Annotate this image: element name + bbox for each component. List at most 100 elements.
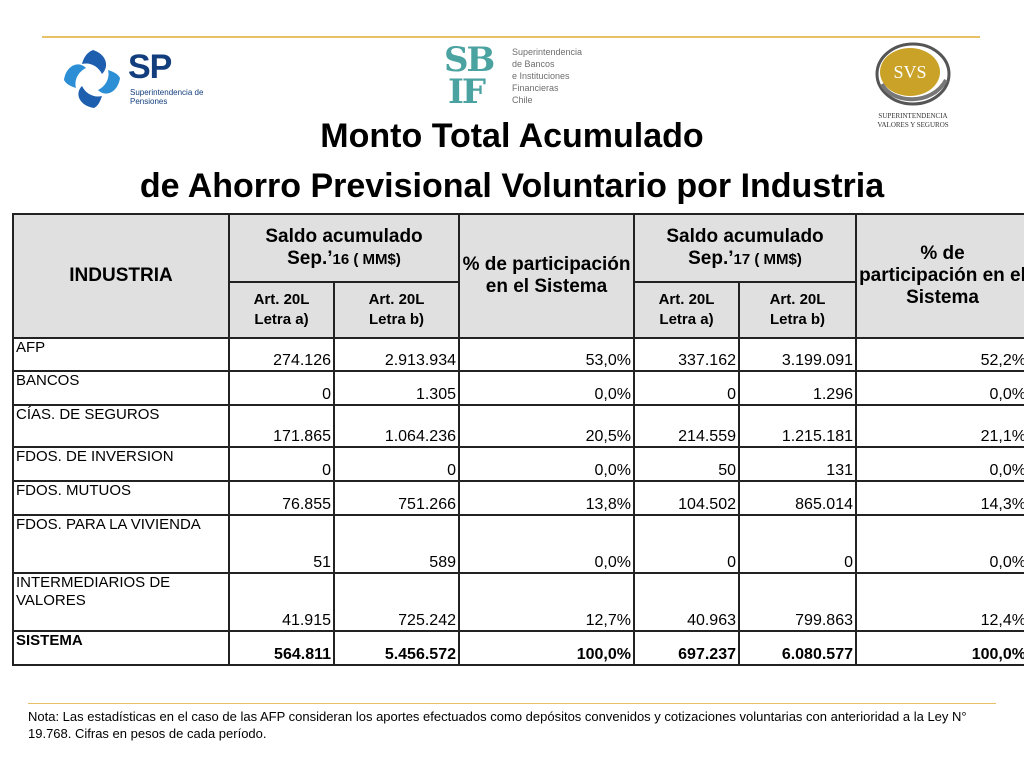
sp-logo-line1: Superintendencia de [130, 88, 204, 97]
header-saldo-16-sep: Sep.’ [287, 247, 333, 269]
cell-a17: 104.502 [633, 480, 740, 516]
svs-emblem-icon: SVS [875, 42, 951, 106]
row-industry: INTERMEDIARIOS DE VALORES [12, 572, 230, 632]
cell-p16: 100,0% [458, 630, 635, 666]
cell-a16: 76.855 [228, 480, 335, 516]
cell-a17: 0 [633, 370, 740, 406]
svs-logo: SVS SUPERINTENDENCIA VALORES Y SEGUROS [868, 40, 958, 130]
cell-a16: 0 [228, 370, 335, 406]
row-industry: SISTEMA [12, 630, 230, 666]
cell-a17: 697.237 [633, 630, 740, 666]
row-industry: CÍAS. DE SEGUROS [12, 404, 230, 448]
row-industry: AFP [12, 337, 230, 372]
cell-p17: 12,4% [855, 572, 1024, 632]
row-industry: FDOS. MUTUOS [12, 480, 230, 516]
header-art-a-17: Art. 20L Letra a) [633, 281, 740, 339]
sbif-mark-bottom: IF [448, 72, 486, 112]
header-art-line2: Letra b) [769, 311, 825, 328]
cell-b17: 865.014 [738, 480, 857, 516]
table-row: INTERMEDIARIOS DE VALORES 41.915 725.242… [12, 572, 1024, 632]
sbif-line: Chile [512, 95, 533, 105]
cell-p16: 0,0% [458, 514, 635, 574]
cell-p16: 13,8% [458, 480, 635, 516]
header-saldo-16-year: 16 ( MM$) [332, 250, 401, 268]
cell-b16: 589 [333, 514, 460, 574]
header-saldo-17-year: 17 ( MM$) [733, 250, 802, 268]
svs-logo-label: SUPERINTENDENCIA VALORES Y SEGUROS [860, 112, 966, 130]
apv-table: INDUSTRIA Saldo acumulado Sep.’16 ( MM$)… [12, 213, 1024, 666]
cell-b16: 2.913.934 [333, 337, 460, 372]
cell-b16: 751.266 [333, 480, 460, 516]
cell-p16: 0,0% [458, 446, 635, 482]
header-saldo-16-line2: Sep.’16 ( MM$) [232, 248, 456, 271]
table-subheader-row: Art. 20L Letra a) Art. 20L Letra b) Art. 2… [13, 281, 1024, 339]
table-row: FDOS. MUTUOS 76.855 751.266 13,8% 104.50… [12, 480, 1024, 516]
cell-a16: 171.865 [228, 404, 335, 448]
table-row: FDOS. DE INVERSION 0 0 0,0% 50 131 0,0% [12, 446, 1024, 482]
header-industria: INDUSTRIA [12, 213, 230, 339]
header-art-line1: Art. 20L [253, 291, 310, 308]
cell-p17: 0,0% [855, 514, 1024, 574]
cell-p16: 53,0% [458, 337, 635, 372]
cell-p17: 0,0% [855, 446, 1024, 482]
svs-logo-line2: VALORES Y SEGUROS [877, 121, 949, 129]
cell-b17: 1.215.181 [738, 404, 857, 448]
cell-b16: 1.064.236 [333, 404, 460, 448]
cell-a16: 0 [228, 446, 335, 482]
svs-logo-letters: SVS [893, 62, 926, 82]
row-industry: FDOS. DE INVERSION [12, 446, 230, 482]
sp-logo-line2: Pensiones [130, 97, 168, 106]
sbif-mark: SB IF [444, 40, 495, 112]
header-art-line2: Letra a) [659, 311, 714, 328]
note-divider [28, 703, 996, 704]
header-art-line1: Art. 20L [769, 291, 826, 308]
header-pct-16: % de participación en el Sistema [458, 213, 635, 339]
cell-a17: 214.559 [633, 404, 740, 448]
sbif-line: de Bancos [512, 59, 555, 69]
header-art-line1: Art. 20L [368, 291, 425, 308]
sp-logo: SP Superintendencia de Pensiones [58, 44, 218, 114]
header-art-b-16: Art. 20L Letra b) [333, 281, 460, 339]
header-art-line1: Art. 20L [658, 291, 715, 308]
header-saldo-16-line1: Saldo acumulado [265, 225, 423, 247]
cell-b17: 799.863 [738, 572, 857, 632]
top-divider [42, 36, 980, 38]
cell-a16: 274.126 [228, 337, 335, 372]
table-total-row: SISTEMA 564.811 5.456.572 100,0% 697.237… [12, 630, 1024, 666]
sp-logo-subtitle: Superintendencia de Pensiones [130, 88, 230, 106]
table-row: FDOS. PARA LA VIVIENDA 51 589 0,0% 0 0 0… [12, 514, 1024, 574]
table-row: CÍAS. DE SEGUROS 171.865 1.064.236 20,5%… [12, 404, 1024, 448]
footnote: Nota: Las estadísticas en el caso de las… [28, 709, 967, 741]
header-saldo-17-line1: Saldo acumulado [666, 225, 824, 247]
cell-b17: 6.080.577 [738, 630, 857, 666]
sbif-logo: SB IF Superintendencia de Bancos e Insti… [444, 40, 584, 119]
sp-logo-letters: SP [128, 48, 172, 86]
cell-p17: 21,1% [855, 404, 1024, 448]
header-pct-17: % de participación en el Sistema [855, 213, 1024, 339]
cell-a16: 564.811 [228, 630, 335, 666]
sbif-mark-top: SB [444, 40, 495, 80]
cell-b16: 725.242 [333, 572, 460, 632]
table-header-row: INDUSTRIA Saldo acumulado Sep.’16 ( MM$)… [12, 213, 1024, 339]
cell-a17: 337.162 [633, 337, 740, 372]
sbif-logo-text: Superintendencia de Bancos e Institucion… [512, 46, 592, 106]
header-saldo-17-line2: Sep.’17 ( MM$) [637, 248, 853, 271]
cell-p17: 100,0% [855, 630, 1024, 666]
sbif-line: Superintendencia [512, 47, 583, 57]
cell-a17: 40.963 [633, 572, 740, 632]
sbif-line: Financieras [512, 83, 559, 93]
cell-b16: 1.305 [333, 370, 460, 406]
cell-a17: 0 [633, 514, 740, 574]
header-art-a-16: Art. 20L Letra a) [228, 281, 335, 339]
cell-p16: 12,7% [458, 572, 635, 632]
sbif-line: e Instituciones [512, 71, 570, 81]
page-title-line1: Monto Total Acumulado [320, 117, 704, 155]
cell-b16: 5.456.572 [333, 630, 460, 666]
table-row: AFP 274.126 2.913.934 53,0% 337.162 3.19… [12, 337, 1024, 372]
cell-b17: 0 [738, 514, 857, 574]
cell-b16: 0 [333, 446, 460, 482]
cell-a17: 50 [633, 446, 740, 482]
header-saldo-16: Saldo acumulado Sep.’16 ( MM$) [228, 213, 460, 283]
header-saldo-17: Saldo acumulado Sep.’17 ( MM$) [633, 213, 857, 283]
row-industry: FDOS. PARA LA VIVIENDA [12, 514, 230, 574]
